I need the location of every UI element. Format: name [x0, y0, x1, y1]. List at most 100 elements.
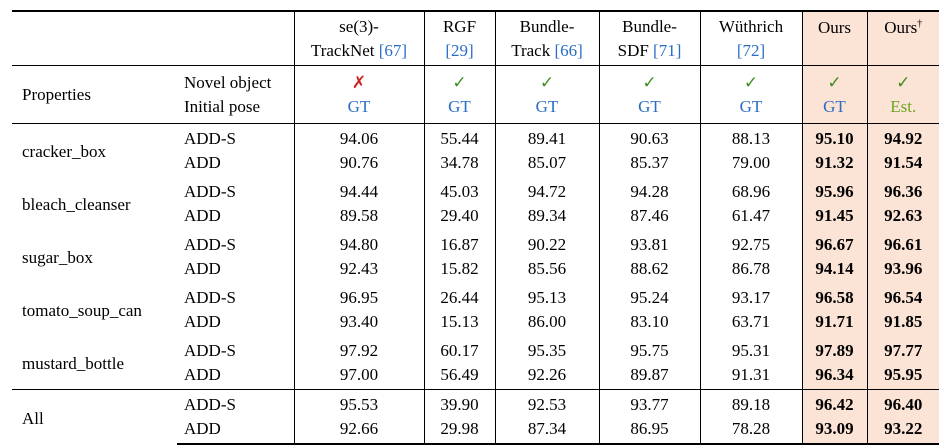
cross-icon: ✗	[351, 73, 367, 92]
method-header-ours-dagger: Ours†	[866, 10, 939, 66]
value-text: 15.13	[440, 311, 479, 331]
value-cell: 93.22	[866, 416, 939, 445]
metric-name: ADD-S	[184, 182, 236, 201]
value-text: 96.95	[339, 288, 379, 307]
metric-name: ADD-S	[177, 123, 294, 151]
value-text: 93.22	[884, 418, 923, 438]
metric-name: ADD-S	[184, 341, 236, 360]
table-row: ADD 97.00 56.49 92.26 89.87 91.31 96.34 95.95	[12, 362, 939, 390]
property-values: ✓ GT	[801, 65, 867, 124]
check-icon: ✓	[827, 73, 842, 92]
value-cell: 86.95	[598, 416, 700, 445]
object-name: sugar_box	[22, 248, 93, 268]
value-text: 78.28	[731, 418, 771, 438]
value-cell: 95.24	[598, 283, 700, 310]
method-header-ours: Ours	[801, 10, 867, 66]
value-text: 79.00	[731, 152, 771, 172]
value-cell: 92.66	[293, 416, 424, 445]
value-cell: 97.92	[293, 336, 424, 363]
citation-link[interactable]: [67]	[378, 40, 408, 60]
value-cell: 95.75	[598, 336, 700, 363]
value-text: 91.54	[884, 152, 923, 172]
value-cell: 95.13	[494, 283, 599, 310]
value-cell: 60.17	[423, 336, 495, 363]
citation-link[interactable]: [29]	[445, 40, 474, 60]
value-text: 89.87	[630, 364, 669, 384]
value-text: 90.22	[527, 235, 567, 254]
value-cell: 34.78	[423, 150, 495, 177]
value-cell: 92.26	[494, 362, 599, 390]
table-body: cracker_box ADD-S 94.06 55.44 89.41 90.63 88.1…	[12, 123, 939, 445]
value-text: 94.44	[339, 182, 379, 201]
value-text: 93.09	[815, 418, 854, 438]
value-text: 96.67	[815, 235, 854, 254]
value-text: 90.76	[339, 152, 379, 172]
value-text: 97.92	[339, 341, 379, 360]
value-text: 86.95	[630, 418, 669, 438]
value-text: 91.71	[815, 311, 854, 331]
value-text: 29.40	[440, 205, 479, 225]
value-text: 92.43	[339, 258, 379, 278]
value-cell: 45.03	[423, 177, 495, 204]
value-cell: 93.17	[699, 283, 802, 310]
properties-label: Properties	[12, 65, 177, 124]
value-text: 95.13	[527, 288, 567, 307]
value-cell: 86.00	[494, 309, 599, 336]
value-text: 63.71	[731, 311, 771, 331]
header-empty	[177, 10, 294, 66]
value-text: 94.80	[339, 235, 379, 254]
value-text: 91.85	[884, 311, 923, 331]
value-cell: 94.14	[801, 256, 867, 283]
value-cell: 83.10	[598, 309, 700, 336]
value-cell: 91.54	[866, 150, 939, 177]
check-icon: ✓	[743, 73, 759, 92]
citation-link[interactable]: [66]	[554, 40, 583, 60]
citation-link[interactable]: [72]	[736, 40, 766, 60]
value-cell: 94.06	[293, 123, 424, 151]
value-cell: 86.78	[699, 256, 802, 283]
check-icon: ✓	[539, 73, 555, 92]
value-cell: 92.43	[293, 256, 424, 283]
method-header: Wüthrich [72]	[699, 10, 802, 66]
value-text: 85.56	[527, 258, 567, 278]
value-cell: 95.96	[801, 177, 867, 204]
value-text: 94.92	[884, 129, 923, 148]
value-cell: 96.61	[866, 230, 939, 257]
value-cell: 55.44	[423, 123, 495, 151]
property-values: ✓ GT	[423, 65, 495, 124]
value-text: 92.63	[884, 205, 923, 225]
property-values: ✓ Est.	[866, 65, 939, 124]
value-cell: 68.96	[699, 177, 802, 204]
metric-name: ADD-S	[177, 389, 294, 417]
value-cell: 95.35	[494, 336, 599, 363]
value-cell: 90.22	[494, 230, 599, 257]
value-text: 95.75	[630, 341, 669, 360]
value-cell: 96.67	[801, 230, 867, 257]
metric-name: ADD	[184, 152, 221, 172]
value-cell: 93.96	[866, 256, 939, 283]
value-text: 96.42	[815, 395, 854, 414]
value-text: 95.10	[815, 129, 854, 148]
value-text: 95.31	[731, 341, 771, 360]
value-text: 85.37	[630, 152, 669, 172]
value-cell: 96.36	[866, 177, 939, 204]
value-cell: 91.85	[866, 309, 939, 336]
value-cell: 85.56	[494, 256, 599, 283]
value-text: 92.75	[731, 235, 771, 254]
value-cell: 29.40	[423, 203, 495, 230]
table-row: ADD 92.43 15.82 85.56 88.62 86.78 94.14 93.96	[12, 256, 939, 283]
value-cell: 95.31	[699, 336, 802, 363]
value-cell: 94.80	[293, 230, 424, 257]
value-cell: 88.13	[699, 123, 802, 151]
value-cell: 89.58	[293, 203, 424, 230]
value-cell: 96.95	[293, 283, 424, 310]
table-row: tomato_soup_can ADD-S 96.95 26.44 95.13 95.24…	[12, 283, 939, 320]
value-text: 89.41	[527, 129, 567, 148]
value-cell: 92.63	[866, 203, 939, 230]
value-cell: 91.71	[801, 309, 867, 336]
value-text: 60.17	[440, 341, 479, 360]
value-text: 94.14	[815, 258, 854, 278]
citation-link[interactable]: [71]	[653, 40, 682, 60]
method-header: RGF [29]	[423, 10, 495, 66]
table-row: ADD 89.58 29.40 89.34 87.46 61.47 91.45 92.63	[12, 203, 939, 230]
